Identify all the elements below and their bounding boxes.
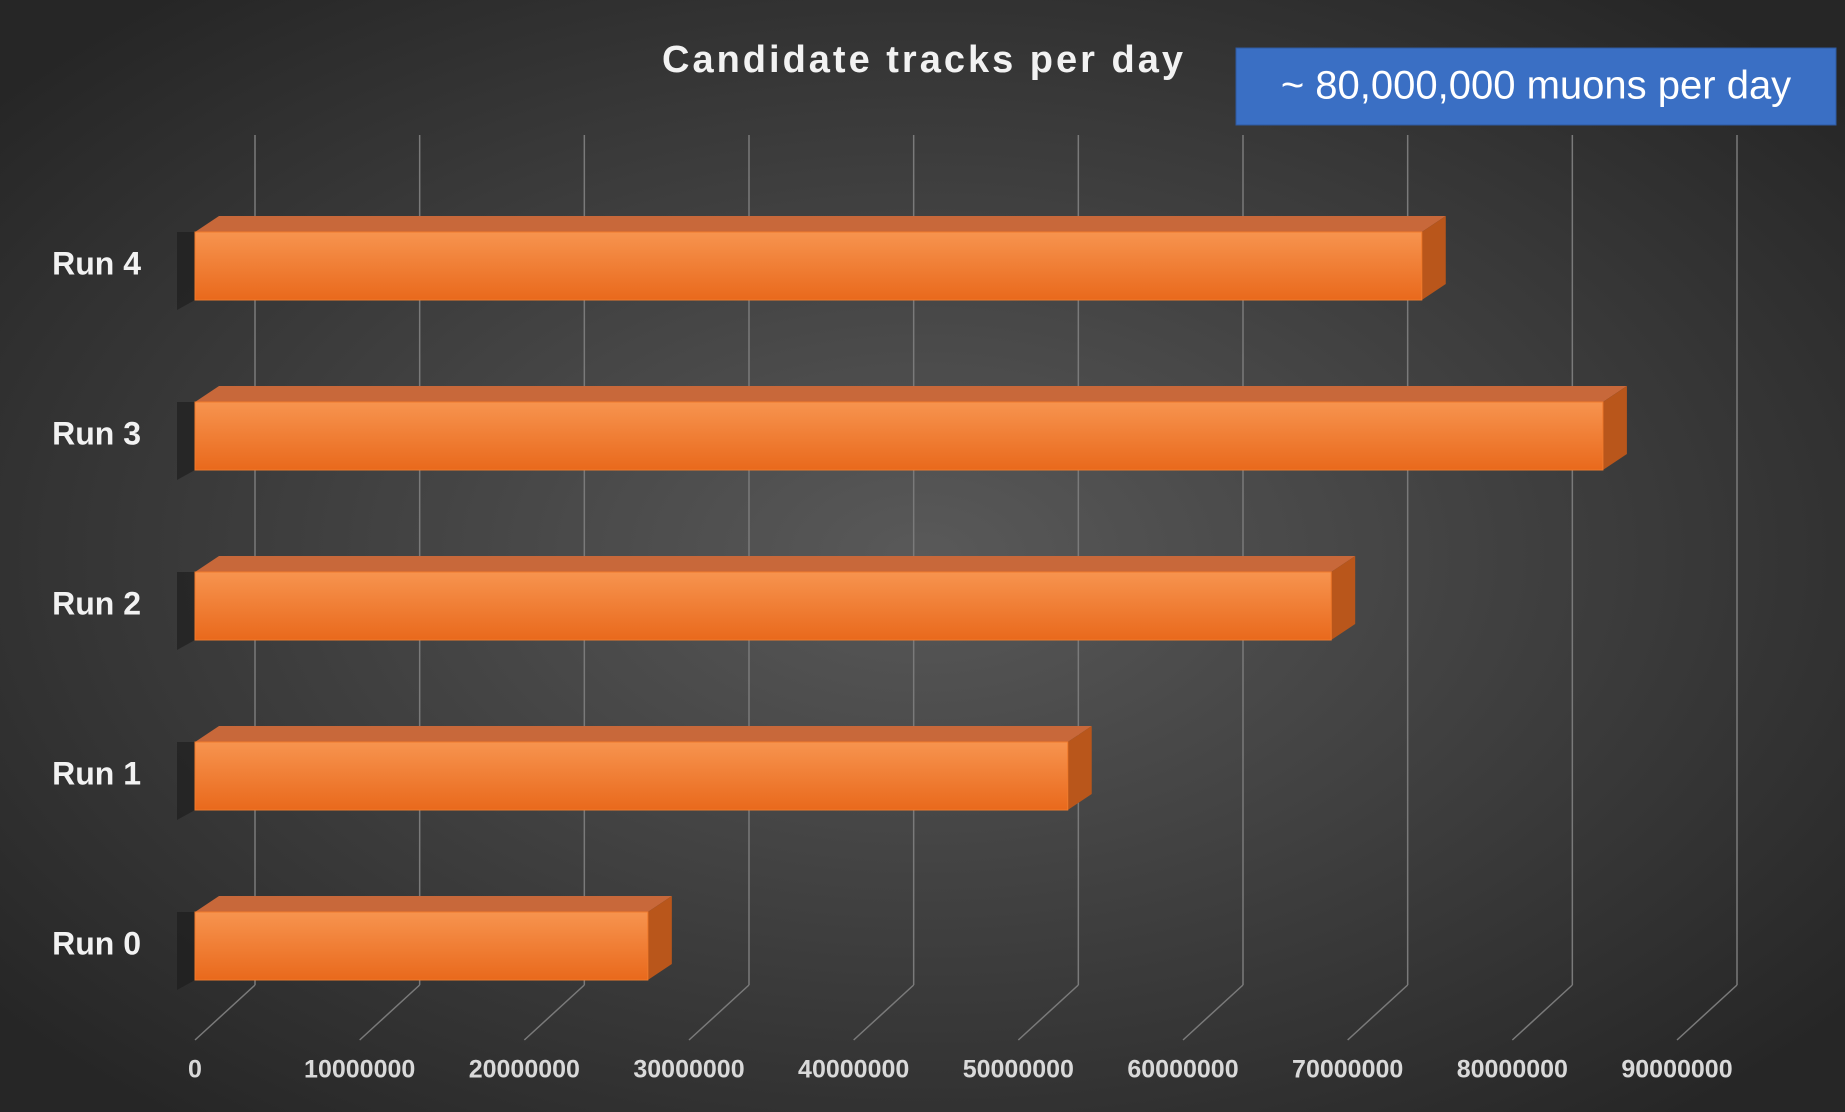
y-tick-label: Run 2 xyxy=(52,585,141,621)
floor-line xyxy=(1676,984,1738,1041)
floor-line xyxy=(1511,984,1573,1041)
bar-side xyxy=(1602,386,1627,470)
bar xyxy=(194,401,1604,471)
floor-line xyxy=(688,984,750,1041)
bar xyxy=(194,911,649,981)
bar xyxy=(194,571,1332,641)
bar xyxy=(194,741,1069,811)
x-tick-label: 40000000 xyxy=(798,1056,909,1084)
bar-shadow xyxy=(177,402,195,480)
x-tick-label: 70000000 xyxy=(1292,1056,1403,1084)
bar-top xyxy=(195,726,1092,742)
y-tick-label: Run 0 xyxy=(52,925,141,961)
bar-side xyxy=(1331,556,1356,640)
bar-shadow xyxy=(177,912,195,990)
bar-side xyxy=(1067,726,1092,810)
x-tick-label: 60000000 xyxy=(1127,1056,1238,1084)
bar-top xyxy=(195,556,1356,572)
bar-shadow xyxy=(177,572,195,650)
bar xyxy=(194,231,1423,301)
floor-line xyxy=(853,984,915,1041)
x-tick-label: 50000000 xyxy=(963,1056,1074,1084)
annotation-box xyxy=(1235,47,1837,126)
x-tick-label: 10000000 xyxy=(304,1056,415,1084)
floor-line xyxy=(523,984,585,1041)
x-tick-label: 20000000 xyxy=(469,1056,580,1084)
bar-top xyxy=(195,386,1627,402)
floor-line xyxy=(1182,984,1244,1041)
bar-top xyxy=(195,216,1446,232)
y-tick-label: Run 1 xyxy=(52,755,141,791)
floor-line xyxy=(359,984,421,1041)
bar-side xyxy=(1421,216,1446,300)
x-tick-label: 0 xyxy=(188,1056,202,1084)
x-tick-label: 90000000 xyxy=(1621,1056,1732,1084)
y-tick-label: Run 3 xyxy=(52,415,141,451)
floor-line xyxy=(194,984,256,1041)
x-tick-label: 80000000 xyxy=(1457,1056,1568,1084)
bar-shadow xyxy=(177,742,195,820)
floor-line xyxy=(1017,984,1079,1041)
bar-side xyxy=(647,896,672,980)
chart-title: Candidate tracks per day xyxy=(662,39,1186,81)
annotation: ~ 80,000,000 muons per day xyxy=(1281,64,1791,108)
bar-shadow xyxy=(177,232,195,310)
floor-line xyxy=(1347,984,1409,1041)
bar-top xyxy=(195,896,672,912)
y-tick-label: Run 4 xyxy=(52,245,141,281)
x-tick-label: 30000000 xyxy=(633,1056,744,1084)
